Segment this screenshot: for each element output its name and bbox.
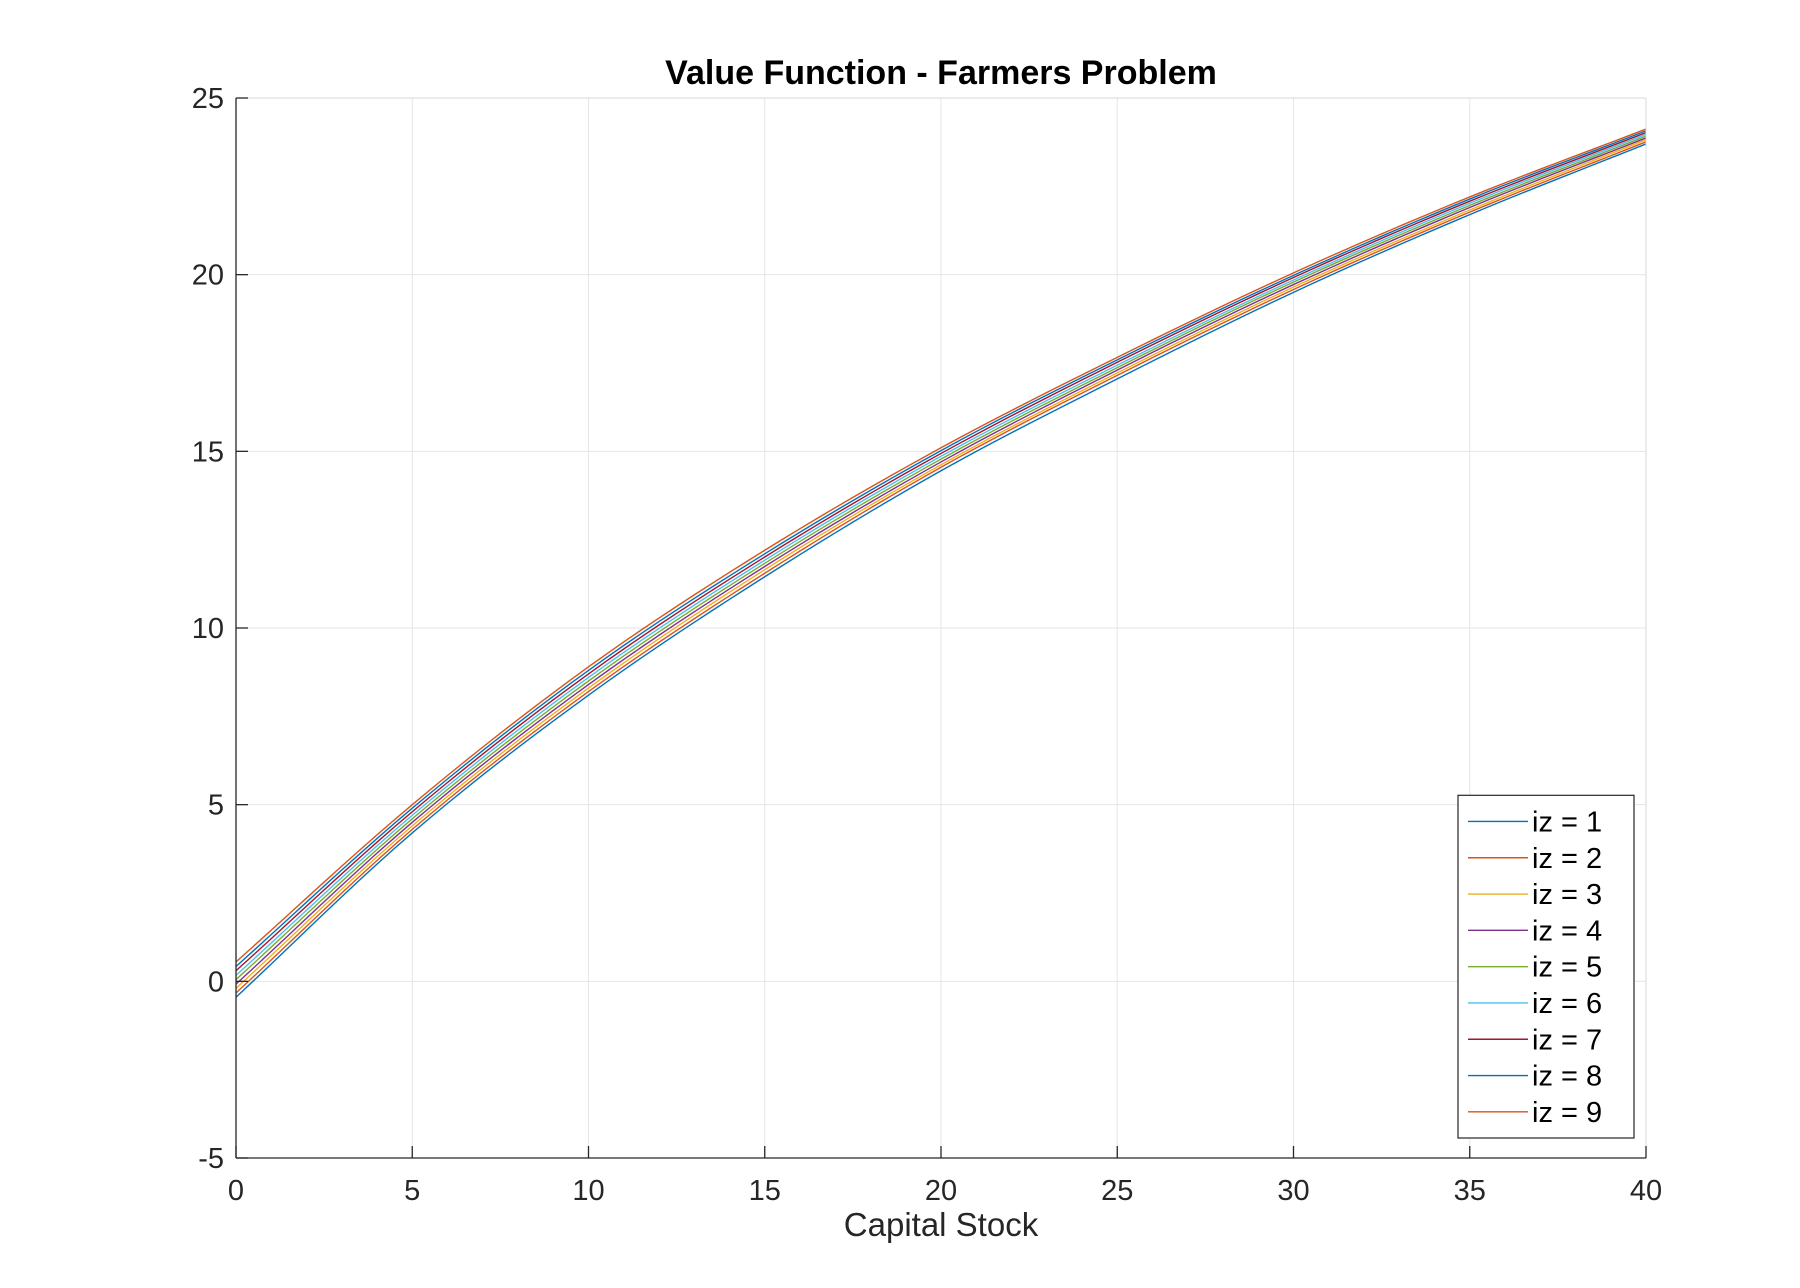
y-tick-label: 20 [192, 260, 224, 292]
y-tick-label: 15 [192, 436, 224, 468]
chart-title: Value Function - Farmers Problem [665, 54, 1217, 92]
x-tick-label: 5 [404, 1175, 420, 1207]
y-tick-label: -5 [198, 1143, 224, 1175]
series-line-9 [235, 128, 1647, 963]
series-line-4 [235, 137, 1647, 985]
y-tick-label: 5 [208, 790, 224, 822]
legend-label: iz = 2 [1532, 843, 1602, 875]
legend-label: iz = 3 [1532, 879, 1602, 911]
x-tick-label: 0 [228, 1175, 244, 1207]
x-tick-label: 30 [1277, 1175, 1309, 1207]
x-tick-label: 15 [749, 1175, 781, 1207]
y-tick-label: 0 [208, 966, 224, 998]
x-tick-label: 20 [925, 1175, 957, 1207]
legend-label: iz = 8 [1532, 1061, 1602, 1093]
series-line-8 [235, 130, 1647, 968]
x-tick-label: 25 [1101, 1175, 1133, 1207]
legend-label: iz = 7 [1532, 1024, 1602, 1056]
series-line-5 [235, 135, 1647, 981]
series-lines [235, 128, 1647, 998]
legend-label: iz = 9 [1532, 1097, 1602, 1129]
axes [235, 97, 1647, 1159]
series-line-1 [235, 143, 1647, 998]
series-line-7 [235, 131, 1647, 972]
legend-label: iz = 4 [1532, 915, 1602, 947]
series-line-6 [235, 133, 1647, 976]
y-tick-label: 25 [192, 83, 224, 115]
series-line-3 [235, 139, 1647, 989]
legend-label: iz = 6 [1532, 988, 1602, 1020]
x-tick-label: 40 [1630, 1175, 1662, 1207]
x-axis-label: Capital Stock [844, 1206, 1039, 1243]
legend-label: iz = 1 [1532, 806, 1602, 838]
x-tick-label: 35 [1454, 1175, 1486, 1207]
legend-label: iz = 5 [1532, 952, 1602, 984]
x-tick-label: 10 [572, 1175, 604, 1207]
series-line-2 [235, 141, 1647, 994]
y-tick-label: 10 [192, 613, 224, 645]
legend: iz = 1 iz = 2 iz = 3 iz = 4 iz = 5 iz = 6 iz =… [1457, 794, 1635, 1139]
